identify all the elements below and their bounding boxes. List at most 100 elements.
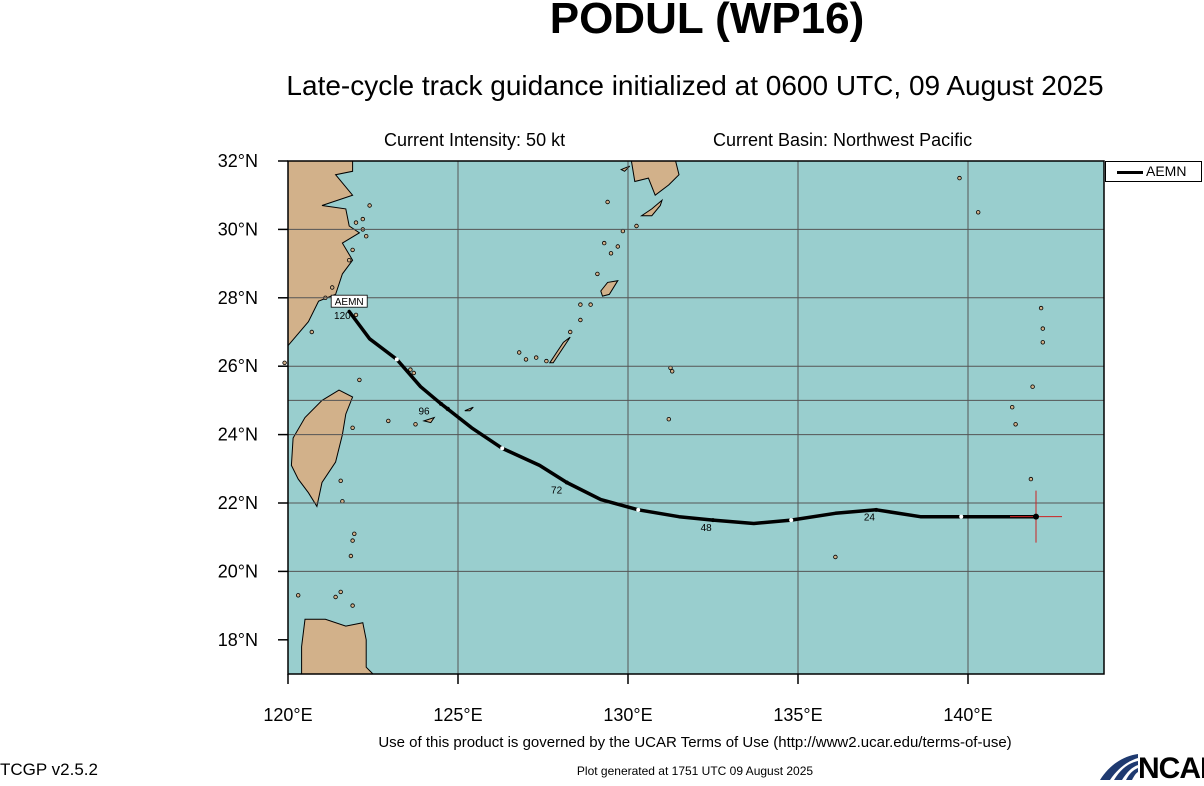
lat-tick-label: 32°N: [218, 151, 258, 171]
islet-47: [957, 175, 962, 181]
forecast-hour-label: 24: [864, 513, 876, 524]
version-label: TCGP v2.5.2: [0, 760, 98, 779]
islet-29: [534, 355, 539, 360]
track-marker-white: [394, 357, 399, 362]
islet-13: [411, 370, 416, 376]
forecast-hour-label: 72: [551, 485, 563, 496]
islet-50: [1013, 422, 1018, 427]
islet-51: [1010, 405, 1015, 410]
tanegashima-island: [639, 198, 664, 217]
islet-48: [976, 210, 981, 215]
islet-0: [353, 220, 359, 225]
islet-31: [568, 329, 573, 335]
legend: AEMN: [1105, 161, 1202, 182]
islet-11: [353, 312, 359, 318]
islet-43: [670, 369, 675, 374]
track-marker-white: [959, 514, 964, 519]
islet-41: [605, 199, 610, 205]
ncar-logo-text: NCAR: [1138, 752, 1204, 785]
lat-tick-label: 22°N: [218, 493, 258, 513]
lat-tick-label: 26°N: [218, 356, 258, 376]
islet-46: [833, 554, 838, 560]
islet-14: [357, 377, 362, 383]
track-marker-white: [789, 518, 794, 523]
initial-position-dot: [1033, 513, 1039, 520]
islet-53: [1040, 326, 1045, 331]
islet-12: [408, 367, 413, 372]
track-marker-white: [636, 507, 641, 512]
lat-tick-label: 20°N: [218, 561, 258, 581]
track-marker-black: [874, 507, 879, 512]
plot-frame: [287, 160, 1105, 675]
islet-40: [634, 223, 639, 229]
lon-tick-label: 140°E: [943, 705, 992, 725]
islet-38: [602, 240, 607, 246]
track-marker-white: [500, 446, 505, 451]
amami-island: [600, 280, 619, 297]
lon-tick-label: 120°E: [263, 705, 312, 725]
legend-label: AEMN: [1146, 163, 1187, 179]
islet-4: [347, 258, 352, 263]
islet-5: [360, 216, 365, 222]
islet-42: [544, 358, 549, 364]
ncar-logo-icon: [1100, 754, 1138, 780]
islet-34: [578, 317, 583, 323]
miyako-island: [464, 406, 474, 412]
islet-6: [367, 203, 372, 208]
plot-generated-label: Plot generated at 1751 UTC 09 August 202…: [576, 764, 814, 778]
islet-22: [338, 589, 343, 595]
guidance-subtitle: Late-cycle track guidance initialized at…: [286, 70, 1104, 101]
track-end-label-box: [330, 294, 368, 308]
islet-35: [588, 302, 593, 307]
islet-15: [350, 425, 355, 430]
lat-tick-label: 24°N: [218, 425, 258, 445]
islet-18: [350, 538, 355, 543]
lon-tick-label: 130°E: [603, 705, 652, 725]
islet-8: [330, 285, 335, 290]
islet-19: [352, 531, 357, 536]
islet-45: [666, 417, 671, 422]
lat-tick-label: 28°N: [218, 288, 258, 308]
track-marker-black: [439, 401, 443, 406]
legend-line-swatch: [1117, 171, 1143, 174]
forecast-hour-label: 120: [334, 311, 351, 322]
current-basin: Current Basin: Northwest Pacific: [713, 130, 973, 150]
china-mainland: [287, 160, 361, 348]
lon-tick-label: 125°E: [433, 705, 482, 725]
islet-52: [1038, 305, 1044, 311]
islet-49: [1030, 384, 1035, 389]
islet-17: [338, 478, 343, 483]
islet-10: [282, 360, 287, 365]
islet-20: [348, 553, 354, 559]
islet-32: [578, 302, 583, 307]
islet-23: [333, 594, 338, 600]
forecast-hour-label: 96: [418, 407, 430, 418]
islet-55: [1028, 476, 1034, 482]
islet-36: [615, 244, 620, 249]
taiwan-island: [290, 389, 354, 508]
islet-21: [350, 603, 355, 608]
track-end-label: AEMN: [335, 297, 364, 308]
islet-28: [517, 350, 522, 355]
ishigaki-island: [422, 416, 436, 424]
islet-39: [608, 251, 614, 256]
islet-3: [350, 247, 355, 253]
islet-24: [296, 593, 301, 598]
lat-tick-label: 18°N: [218, 630, 258, 650]
islet-9: [309, 329, 314, 335]
current-intensity: Current Intensity: 50 kt: [384, 130, 566, 150]
track-marker-black: [711, 518, 715, 523]
ocean-background: [288, 161, 1104, 674]
forecast-hour-label: 48: [701, 523, 713, 534]
islet-30: [523, 357, 529, 362]
lat-tick-label: 30°N: [218, 219, 258, 239]
islet-2: [364, 233, 369, 239]
okinawa-island: [548, 336, 571, 364]
islet-25: [386, 418, 391, 424]
track-marker-black: [564, 480, 569, 485]
islet-33: [595, 271, 600, 277]
islet-54: [1040, 340, 1045, 345]
storm-title: PODUL (WP16): [549, 0, 865, 43]
islet-27: [413, 422, 418, 427]
